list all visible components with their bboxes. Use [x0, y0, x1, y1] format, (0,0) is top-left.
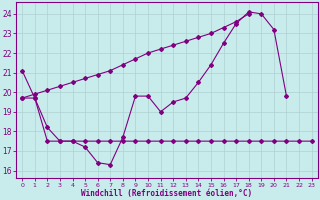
X-axis label: Windchill (Refroidissement éolien,°C): Windchill (Refroidissement éolien,°C) — [81, 189, 252, 198]
